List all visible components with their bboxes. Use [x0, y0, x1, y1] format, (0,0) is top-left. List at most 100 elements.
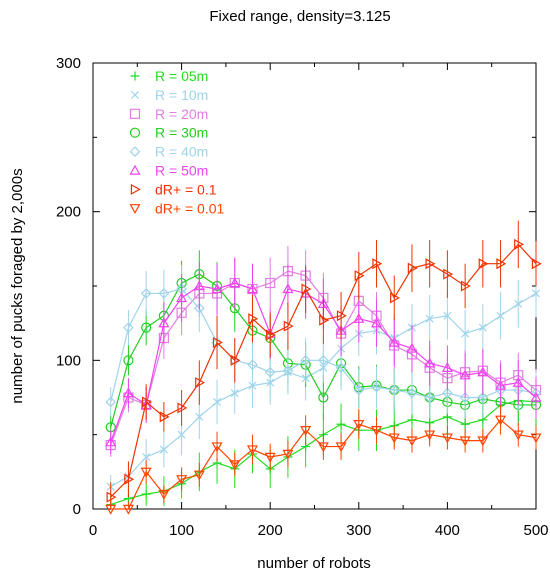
data-point: [123, 355, 134, 366]
data-point: [282, 365, 294, 377]
y-tick-label: 0: [73, 501, 81, 518]
data-point: [177, 402, 188, 414]
data-point: [478, 258, 489, 270]
data-point: [266, 329, 276, 341]
data-point: [460, 280, 471, 292]
legend-label: R = 05m: [155, 68, 208, 84]
data-point: [318, 392, 329, 403]
legend-marker: [129, 108, 141, 119]
data-point: [265, 277, 276, 289]
data-point: [158, 489, 170, 500]
data-point: [283, 320, 294, 332]
data-point: [264, 366, 276, 378]
x-tick-label: 400: [435, 522, 460, 539]
data-point: [193, 470, 205, 481]
data-point: [318, 354, 329, 366]
data-point: [229, 460, 241, 471]
series-6: [106, 220, 542, 509]
data-point: [123, 322, 134, 333]
data-point: [105, 504, 117, 515]
x-axis-label: number of robots: [257, 555, 370, 572]
data-point: [158, 288, 170, 299]
legend-label: R = 30m: [155, 125, 208, 141]
data-point: [211, 442, 223, 453]
data-point: [371, 426, 383, 436]
data-point: [335, 442, 347, 453]
x-tick-label: 100: [169, 522, 194, 539]
data-point: [514, 299, 523, 308]
legend-marker: [129, 204, 141, 215]
data-point: [300, 354, 311, 366]
data-point: [353, 312, 365, 323]
data-point: [195, 412, 204, 421]
data-point: [122, 387, 134, 398]
data-point: [177, 430, 186, 439]
data-point: [478, 323, 487, 332]
data-point: [407, 415, 417, 425]
data-point: [140, 288, 152, 299]
chart-title: Fixed range, density=3.125: [209, 8, 390, 25]
legend-marker: [129, 164, 141, 175]
data-point: [477, 392, 489, 403]
data-point: [406, 387, 418, 399]
data-point: [406, 436, 418, 447]
data-point: [142, 452, 151, 461]
data-point: [530, 433, 542, 444]
data-point: [512, 430, 524, 441]
data-point: [248, 313, 259, 325]
data-point: [496, 311, 505, 320]
data-point: [407, 262, 418, 274]
data-point: [530, 391, 542, 402]
data-point: [388, 336, 400, 347]
axis-ticks: 0 100 200 300 400 500 0 100 200 300: [56, 55, 549, 539]
data-point: [122, 504, 134, 515]
data-point: [176, 475, 188, 486]
series-line: [110, 243, 537, 498]
x-tick-label: 0: [89, 522, 97, 539]
data-point: [353, 384, 365, 396]
series-7: [105, 404, 542, 515]
data-point: [230, 389, 239, 398]
data-point: [424, 430, 436, 441]
data-point: [336, 310, 347, 322]
data-point: [496, 258, 507, 270]
data-point: [495, 379, 507, 390]
data-point: [213, 397, 222, 406]
data-point: [424, 392, 436, 403]
data-point: [193, 302, 205, 314]
data-point: [247, 359, 258, 371]
y-tick-label: 100: [56, 352, 81, 369]
data-point: [317, 442, 329, 453]
data-point: [459, 436, 471, 447]
legend-label: R = 40m: [155, 144, 208, 160]
data-point: [443, 311, 452, 320]
legend-label: dR+ = 0.01: [155, 200, 224, 216]
data-point: [246, 283, 258, 294]
legend: R = 05m R = 10m R = 20m R = 30m R = 40m R = 5…: [129, 68, 224, 216]
legend-marker: [130, 183, 141, 195]
y-axis-label: number of pucks foraged by 2,000s: [9, 168, 26, 403]
legend-label: R = 50m: [155, 163, 208, 179]
data-point: [372, 258, 383, 270]
y-tick-label: 200: [56, 204, 81, 221]
data-point: [193, 280, 205, 291]
data-point: [477, 436, 489, 447]
data-point: [282, 283, 294, 294]
data-point: [105, 396, 117, 408]
data-point: [531, 289, 541, 298]
data-point: [406, 342, 418, 353]
data-point: [495, 415, 507, 426]
legend-marker: [129, 127, 141, 138]
data-point: [353, 420, 365, 430]
data-point: [514, 238, 525, 250]
legend-label: dR+ = 0.1: [155, 181, 217, 197]
legend-marker: [130, 71, 140, 81]
data-point: [195, 377, 206, 389]
data-point: [264, 452, 276, 463]
data-point: [211, 283, 223, 294]
data-point: [105, 436, 117, 447]
data-point: [477, 366, 489, 377]
legend-marker: [130, 90, 140, 99]
data-point: [443, 268, 454, 280]
